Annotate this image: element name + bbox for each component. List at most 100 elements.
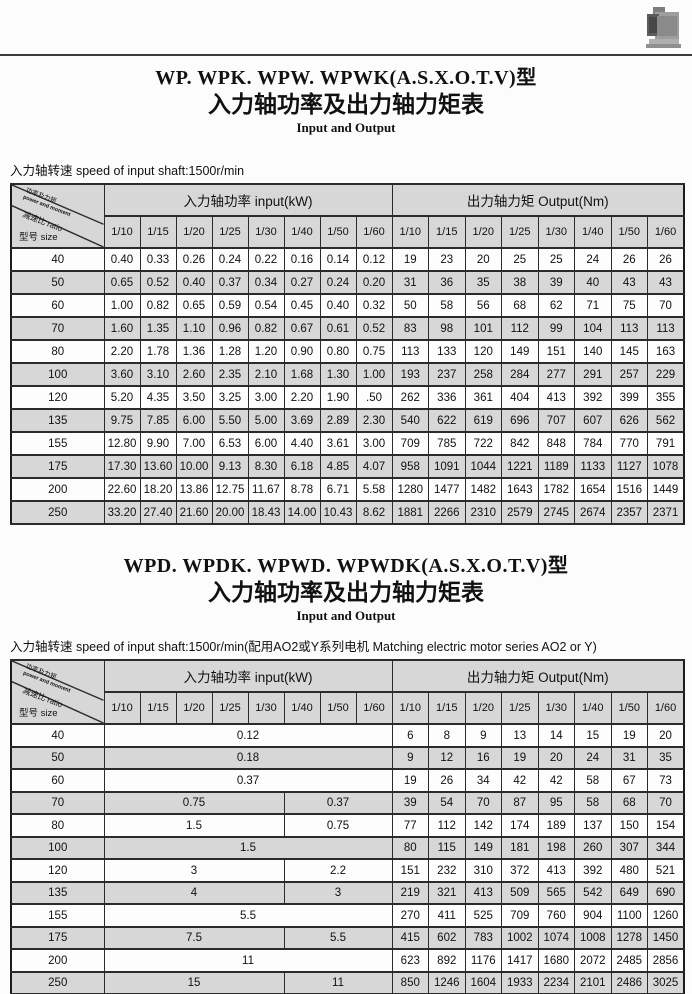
ratio-header: 1/25 xyxy=(501,215,539,250)
output-torque-cell: 257 xyxy=(610,362,649,388)
input-power-cell: 0.34 xyxy=(247,270,285,296)
output-torque-cell: 73 xyxy=(647,768,685,793)
input-power-cell: 14.00 xyxy=(283,500,321,526)
size-cell: 80 xyxy=(10,813,105,838)
output-torque-cell: 20 xyxy=(464,247,503,273)
output-torque-cell: 237 xyxy=(428,362,466,388)
input-power-cell: 4.35 xyxy=(139,385,177,411)
ratio-header: 1/20 xyxy=(175,691,213,726)
input-power-cell: 0.75 xyxy=(103,790,285,816)
output-torque-cell: 70 xyxy=(464,790,503,816)
size-cell: 50 xyxy=(10,270,105,296)
output-torque-cell: 25 xyxy=(501,247,539,273)
input-power-cell: 22.60 xyxy=(103,477,141,503)
input-power-cell: 0.90 xyxy=(283,339,321,365)
size-cell: 250 xyxy=(10,500,105,526)
input-power-cell: 12.80 xyxy=(103,431,141,457)
ratio-header: 1/20 xyxy=(464,215,503,250)
corner-header: 功率及力矩 power and moment 减速比 ratio 型号 size xyxy=(10,659,105,726)
output-torque-cell: 1477 xyxy=(428,477,466,503)
section-wp: WP. WPK. WPW. WPWK(A.S.X.O.T.V)型 入力轴功率及出… xyxy=(10,67,686,526)
input-power-cell: 0.52 xyxy=(355,316,393,342)
output-torque-cell: 42 xyxy=(537,768,576,793)
output-torque-cell: 1450 xyxy=(647,925,685,951)
output-torque-cell: 707 xyxy=(537,408,576,434)
input-power-cell: 33.20 xyxy=(103,500,141,526)
output-torque-cell: 19 xyxy=(391,247,430,273)
output-torque-cell: 619 xyxy=(464,408,503,434)
ratio-header: 1/50 xyxy=(610,691,649,726)
ratio-header: 1/10 xyxy=(391,215,430,250)
output-torque-cell: 19 xyxy=(501,745,539,771)
input-speed-note: 入力轴转速 speed of input shaft:1500r/min xyxy=(10,164,245,179)
output-torque-cell: 31 xyxy=(610,745,649,771)
output-torque-cell: 1278 xyxy=(610,925,649,951)
input-power-cell: 3 xyxy=(103,858,285,883)
input-power-cell: 1.5 xyxy=(103,835,393,861)
size-cell: 135 xyxy=(10,880,105,906)
size-cell: 100 xyxy=(10,835,105,861)
input-power-cell: 11 xyxy=(283,970,393,994)
table-title-en: Input and Output xyxy=(296,607,396,623)
table-row: 70 1.60 1.35 1.10 0.96 0.82 0.67 0.61 0.52 83 98 10… xyxy=(10,316,685,342)
output-torque-cell: 649 xyxy=(610,880,649,906)
input-power-cell: 0.82 xyxy=(139,293,177,319)
table-row: 155 12.80 9.90 7.00 6.53 6.00 4.40 3.61 3.00 709 7… xyxy=(10,431,685,457)
input-power-cell: 2.20 xyxy=(283,385,321,411)
output-torque-cell: 783 xyxy=(464,925,503,951)
table-row: 135 9.75 7.85 6.00 5.50 5.00 3.69 2.89 2.30 540 62… xyxy=(10,408,685,434)
input-power-cell: 1.00 xyxy=(103,293,141,319)
power-torque-table-wp: 功率及力矩 power and moment 减速比 ratio 型号 size 入力轴… xyxy=(10,183,686,526)
output-torque-cell: 1100 xyxy=(610,903,649,928)
input-power-cell: 7.85 xyxy=(139,408,177,434)
output-torque-cell: 284 xyxy=(501,362,539,388)
output-torque-cell: 68 xyxy=(501,293,539,319)
output-torque-cell: 392 xyxy=(574,385,612,411)
input-power-cell: 11 xyxy=(103,948,393,973)
input-power-cell: 6.71 xyxy=(319,477,357,503)
output-torque-cell: 850 xyxy=(391,970,430,994)
output-torque-cell: 35 xyxy=(647,745,685,771)
output-torque-cell: 67 xyxy=(610,768,649,793)
output-torque-cell: 355 xyxy=(647,385,685,411)
input-power-cell: 6.53 xyxy=(211,431,249,457)
output-torque-cell: 321 xyxy=(428,880,466,906)
output-torque-cell: 198 xyxy=(537,835,576,861)
output-torque-cell: 361 xyxy=(464,385,503,411)
output-torque-cell: 39 xyxy=(391,790,430,816)
output-torque-cell: 137 xyxy=(574,813,612,838)
output-torque-cell: 1680 xyxy=(537,948,576,973)
output-torque-cell: 151 xyxy=(391,858,430,883)
output-torque-cell: 626 xyxy=(610,408,649,434)
output-torque-cell: 75 xyxy=(610,293,649,319)
input-power-cell: 5.20 xyxy=(103,385,141,411)
output-torque-cell: 1246 xyxy=(428,970,466,994)
output-torque-cell: 39 xyxy=(537,270,576,296)
input-power-cell: 0.80 xyxy=(319,339,357,365)
size-cell: 80 xyxy=(10,339,105,365)
output-torque-cell: 602 xyxy=(428,925,466,951)
output-torque-cell: 68 xyxy=(610,790,649,816)
output-torque-cell: 413 xyxy=(537,858,576,883)
corner-diagonals xyxy=(12,662,103,723)
ratio-header: 1/50 xyxy=(319,691,357,726)
input-power-cell: 2.20 xyxy=(103,339,141,365)
output-torque-cell: 1260 xyxy=(647,903,685,928)
output-torque-cell: 415 xyxy=(391,925,430,951)
output-torque-cell: 13 xyxy=(501,723,539,748)
size-cell: 175 xyxy=(10,925,105,951)
output-torque-cell: 722 xyxy=(464,431,503,457)
output-torque-cell: 958 xyxy=(391,454,430,480)
output-torque-cell: 260 xyxy=(574,835,612,861)
output-torque-cell: 20 xyxy=(647,723,685,748)
output-torque-cell: 26 xyxy=(647,247,685,273)
ratio-header: 1/20 xyxy=(464,691,503,726)
input-power-cell: 5.5 xyxy=(103,903,393,928)
table-row: 50 0.65 0.52 0.40 0.37 0.34 0.27 0.24 0.20 31 36 35… xyxy=(10,270,685,296)
input-power-cell: 15 xyxy=(103,970,285,994)
ratio-header: 1/30 xyxy=(247,215,285,250)
output-torque-cell: 9 xyxy=(391,745,430,771)
output-torque-cell: 542 xyxy=(574,880,612,906)
output-torque-cell: 2072 xyxy=(574,948,612,973)
